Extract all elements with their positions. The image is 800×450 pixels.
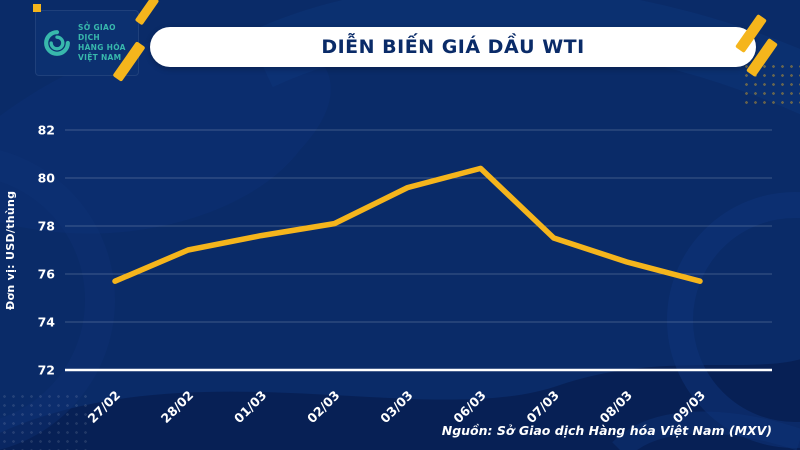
y-axis-tick-label: 72 bbox=[38, 363, 55, 378]
y-axis-tick-label: 78 bbox=[38, 219, 55, 234]
title-banner: DIỄN BIẾN GIÁ DẦU WTI bbox=[150, 27, 756, 67]
page-title: DIỄN BIẾN GIÁ DẦU WTI bbox=[321, 36, 585, 58]
x-axis-tick-label: 27/02 bbox=[85, 388, 123, 426]
wti-line-chart: 72 74 76 78 80 82 27/02 28/02 01/03 02/03 03/03 06/… bbox=[38, 123, 772, 426]
logo-line-1: SỞ GIAO DỊCH bbox=[78, 23, 116, 42]
y-axis-tick-label: 80 bbox=[38, 171, 56, 186]
mxv-logo-icon bbox=[44, 30, 70, 56]
x-axis-tick-label: 28/02 bbox=[158, 388, 196, 426]
mxv-logo: SỞ GIAO DỊCH HÀNG HÓA VIỆT NAM bbox=[35, 10, 139, 76]
mxv-logo-text: SỞ GIAO DỊCH HÀNG HÓA VIỆT NAM bbox=[78, 23, 132, 63]
price-line bbox=[112, 165, 703, 284]
x-axis-tick-label: 02/03 bbox=[304, 388, 342, 426]
x-axis-tick-label: 03/03 bbox=[377, 388, 415, 426]
x-axis-tick-label: 07/03 bbox=[523, 388, 561, 426]
dot-pattern-bottom-left bbox=[0, 392, 90, 450]
logo-line-2: HÀNG HÓA bbox=[78, 43, 126, 52]
y-axis-tick-label: 76 bbox=[38, 267, 56, 282]
x-axis-tick-label: 06/03 bbox=[450, 388, 488, 426]
yellow-corner-square bbox=[33, 4, 41, 12]
y-axis-tick-label: 82 bbox=[38, 123, 55, 138]
x-axis-tick-label: 01/03 bbox=[231, 388, 269, 426]
x-axis-tick-label: 09/03 bbox=[670, 388, 708, 426]
y-axis-tick-label: 74 bbox=[38, 315, 56, 330]
source-note: Nguồn: Sở Giao dịch Hàng hóa Việt Nam (M… bbox=[441, 423, 772, 438]
logo-line-3: VIỆT NAM bbox=[78, 53, 122, 62]
x-axis-tick-label: 08/03 bbox=[597, 388, 635, 426]
